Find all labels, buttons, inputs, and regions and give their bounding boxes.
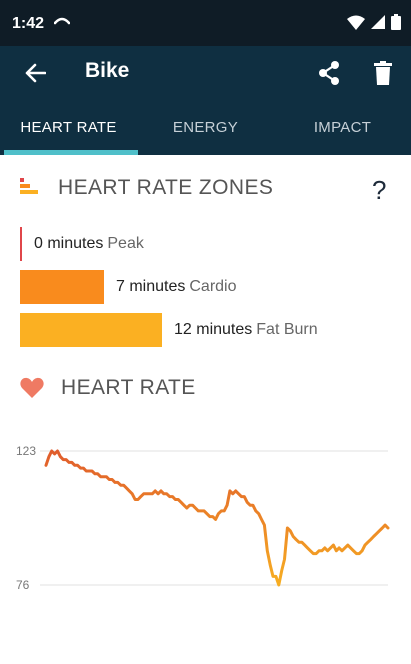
- zone-row-cardio: 7 minutes Cardio: [20, 270, 237, 304]
- zone-row-fat-burn: 12 minutes Fat Burn: [20, 313, 318, 347]
- zone-row-peak: 0 minutes Peak: [20, 227, 144, 261]
- status-icons: [347, 14, 401, 30]
- y-tick-label: 76: [16, 578, 30, 592]
- tab-impact[interactable]: IMPACT: [313, 119, 372, 136]
- signal-icon: [371, 15, 385, 29]
- zone-minutes: 7 minutes: [116, 278, 186, 295]
- tab-heart-rate[interactable]: HEART RATE: [20, 119, 117, 136]
- zone-minutes: 12 minutes: [174, 321, 253, 338]
- zone-bar-cardio: [20, 270, 104, 304]
- zone-minutes: 0 minutes: [34, 235, 104, 252]
- tab-energy[interactable]: ENERGY: [172, 119, 239, 136]
- delete-button[interactable]: [368, 56, 398, 90]
- share-button[interactable]: [314, 56, 344, 90]
- app-bar: Bike: [0, 46, 411, 100]
- status-time: 1:42: [12, 15, 45, 32]
- zones-section-title: HEART RATE ZONES: [58, 176, 274, 199]
- zone-label: 0 minutes Peak: [34, 235, 144, 253]
- wifi-icon: [347, 15, 365, 30]
- zone-name: Cardio: [189, 278, 237, 295]
- zone-name: Fat Burn: [256, 321, 318, 338]
- page-title: Bike: [85, 59, 130, 82]
- tab-bar: HEART RATE ENERGY IMPACT: [0, 100, 411, 155]
- zones-icon: [20, 178, 40, 199]
- zone-name: Peak: [107, 235, 144, 252]
- arrow-left-icon: [25, 63, 46, 83]
- battery-icon: [391, 14, 401, 30]
- back-button[interactable]: [20, 58, 50, 88]
- heart-rate-chart: 123 76: [16, 444, 390, 592]
- status-notification-icon: [53, 15, 71, 33]
- zone-label: 7 minutes Cardio: [116, 278, 237, 296]
- zone-bar-peak: [20, 227, 22, 261]
- zone-label: 12 minutes Fat Burn: [174, 321, 318, 339]
- active-tab-indicator: [4, 150, 138, 155]
- zone-bar-fat-burn: [20, 313, 162, 347]
- y-tick-label: 123: [16, 444, 36, 458]
- heart-icon: [20, 377, 44, 403]
- share-icon: [319, 61, 339, 85]
- heart-rate-line: [44, 449, 390, 587]
- heart-rate-section-title: HEART RATE: [61, 376, 196, 399]
- status-bar: 1:42: [0, 0, 411, 46]
- trash-icon: [374, 61, 392, 85]
- help-button[interactable]: ?: [372, 175, 387, 205]
